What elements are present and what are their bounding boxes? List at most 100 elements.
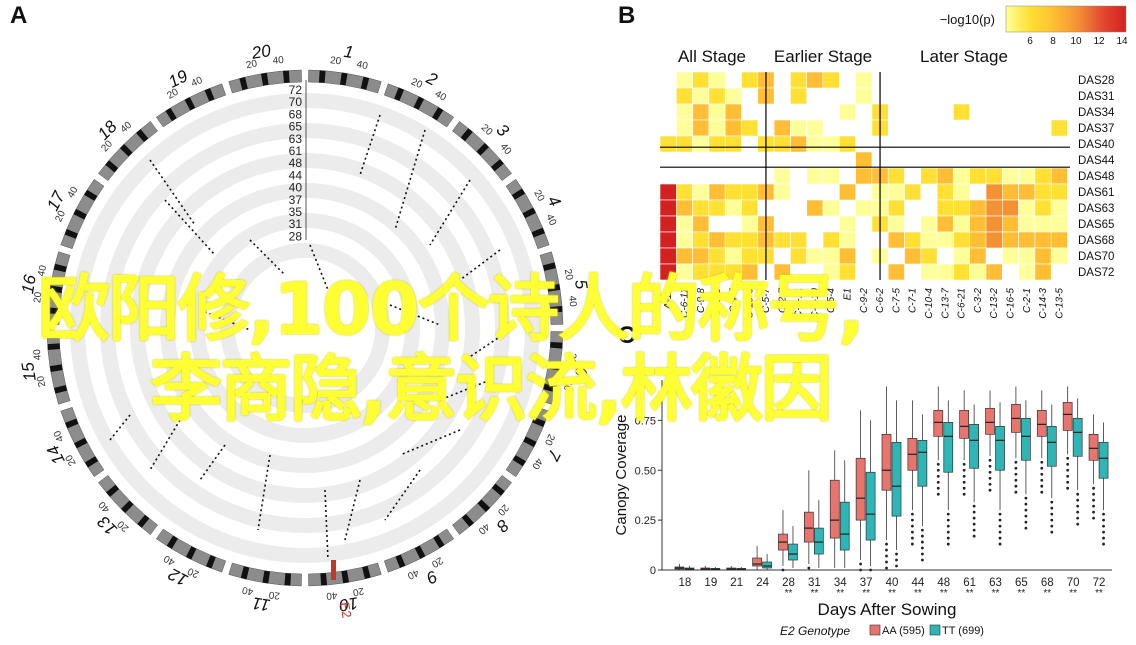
box-outlier [936,486,940,490]
box-outlier [920,528,924,532]
heatmap-cell [806,247,824,265]
box-outlier [1014,466,1018,470]
box-outlier [962,492,966,496]
chromosome-band [137,514,150,528]
row-label: DAS48 [1078,171,1114,183]
heatmap-cell [969,215,987,233]
box-outlier [936,468,940,472]
box-tt [917,439,928,487]
ring-tick-label: 20 [63,452,78,467]
y-tick-label: 0.25 [635,515,656,527]
chromosome-label: 5 [571,278,591,291]
chromosome-band [532,417,546,428]
heatmap-cell [806,167,824,185]
ring-tick-label: 40 [241,584,255,597]
heatmap-cell [855,71,873,89]
box-outlier [972,522,976,526]
column-label: C-13-5 [1054,288,1065,319]
ring-tick-label: 20 [186,565,201,580]
heatmap-cell [969,247,987,265]
row-labels: DAS28 DAS31 DAS34 DAS37 DAS40 DAS44 DAS48 DAS61… [1078,75,1115,279]
box-outlier [946,530,950,534]
box-aa [804,511,814,543]
box-outlier [1050,524,1054,528]
significance-mark: ** [1043,588,1051,599]
heatmap-cells [659,71,1068,281]
box-tt [1098,441,1109,479]
association-dot-series [309,244,331,296]
ring-tick-label: 20 [562,268,575,282]
heatmap-cell [676,183,693,201]
column-label: C-10-6 [745,288,756,319]
chromosome-band [136,129,149,143]
box-outlier [998,536,1002,540]
ring-tick-label: 40 [544,213,559,228]
chromosome-band [522,207,536,219]
heatmap-cell [659,247,677,265]
heatmap-cell [985,231,1003,249]
column-label: C-4-5 [728,288,739,313]
heatmap-cell [692,231,710,249]
chromosome-band [547,283,561,292]
box-outlier [1066,480,1070,484]
box-aa [855,457,866,521]
box-outlier [998,524,1002,528]
box-outlier [885,560,888,564]
x-axis-title: Days After Sowing [818,600,957,619]
heatmap-cell [953,167,970,185]
chromosome-band [282,70,290,83]
column-label: C-6-11 [679,288,690,318]
heatmap-cell [676,119,693,137]
ring-tick-label: 20 [115,518,131,534]
radial-label: 63 [289,132,303,146]
box-outlier [972,516,976,520]
box-outlier [1092,504,1095,508]
chromosome-band [320,573,328,586]
association-dot-series [384,469,421,521]
box-outlier [936,462,940,466]
chromosome-label: 9 [423,566,441,587]
heatmap-cell [1034,215,1052,233]
box-outlier [859,562,863,566]
box-outlier [1076,510,1080,514]
chromosome-band [432,107,444,121]
heatmap-cell [953,247,970,265]
heatmap-cell [953,199,970,217]
box-outlier [920,546,924,550]
box-outlier [910,536,914,540]
box-outlier [962,474,966,478]
box-outlier [962,486,966,490]
chromosome-band [262,570,270,584]
box-outlier [1102,524,1105,528]
box-outlier [1024,502,1028,506]
heatmap-cell [724,263,742,281]
box-outlier [910,524,914,528]
heatmap-cell [806,135,824,153]
y-axis-title: Canopy Coverage [613,415,630,536]
chromosome-band [65,418,79,429]
radial-label: 31 [289,217,303,231]
ring-tick-label: 20 [99,138,115,154]
heatmap-cell [1034,199,1052,217]
ring-tick-label: 40 [356,59,370,72]
radial-label: 28 [289,229,303,243]
heatmap-cell [676,215,693,233]
chromosome-band [433,534,445,549]
x-tick-label: 70 [1067,577,1080,589]
chromosome-band [511,188,526,200]
box-outlier [1076,516,1080,520]
heatmap-cell [1034,231,1052,249]
association-dot-series [459,249,501,281]
heatmap-cell [920,231,938,249]
legend-swatch [929,624,941,636]
ring-tick-label: 40 [32,348,44,361]
box-outlier [946,536,950,540]
chromosome-band [49,285,63,293]
heatmap-cell [822,247,840,265]
heatmap-cell [953,263,970,281]
ring-tick-label: 40 [66,185,81,201]
heatmap-cell [708,231,726,249]
column-label: C-8-10 [810,288,821,319]
box-outlier [1040,484,1044,488]
heatmap-cell [936,167,954,185]
